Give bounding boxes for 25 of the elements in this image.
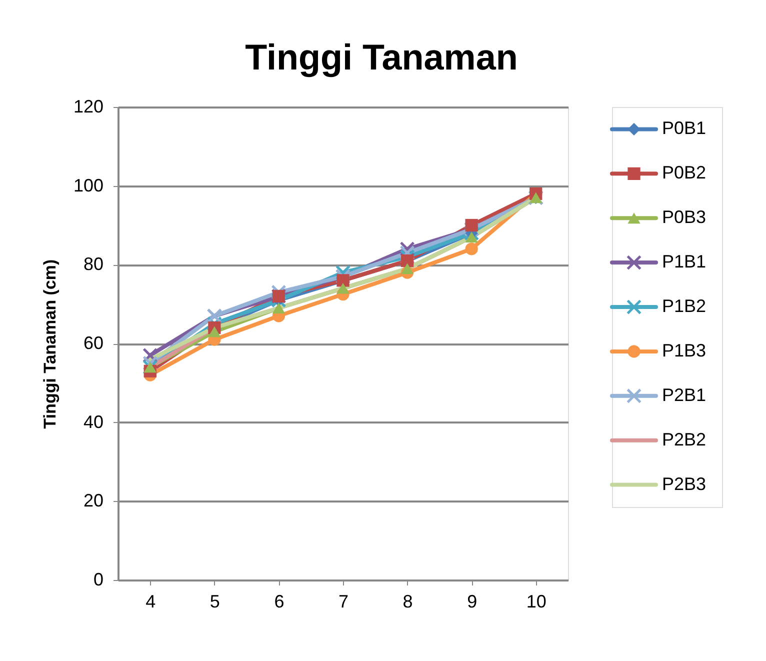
legend-label: P1B2 — [662, 296, 706, 316]
legend-label: P2B3 — [662, 474, 706, 494]
y-tick-label: 60 — [83, 333, 104, 353]
x-tick-label: 5 — [210, 592, 220, 612]
x-tick-label: 8 — [402, 592, 413, 612]
x-tick-label: 4 — [146, 592, 156, 612]
chart-title: Tinggi Tanaman — [245, 36, 518, 78]
y-tick-label: 40 — [83, 412, 104, 432]
legend-label: P1B1 — [662, 252, 706, 272]
y-tick-label: 100 — [73, 175, 104, 196]
x-tick-label: 7 — [338, 592, 349, 612]
y-axis-title: Tinggi Tanaman (cm) — [40, 259, 60, 429]
y-tick-label: 0 — [93, 570, 104, 590]
legend-label: P0B1 — [662, 118, 706, 138]
legend-label: P0B3 — [662, 207, 706, 228]
y-tick-label: 120 — [73, 96, 104, 116]
x-tick-label: 6 — [274, 592, 284, 612]
legend-label: P2B2 — [662, 429, 706, 450]
y-tick-label: 80 — [83, 254, 104, 274]
y-tick-label: 20 — [83, 490, 104, 511]
legend-label: P0B2 — [662, 162, 706, 183]
legend-label: P2B1 — [662, 384, 706, 405]
x-tick-label: 10 — [526, 592, 546, 612]
legend-label: P1B3 — [662, 340, 706, 360]
x-tick-label: 9 — [467, 592, 478, 612]
